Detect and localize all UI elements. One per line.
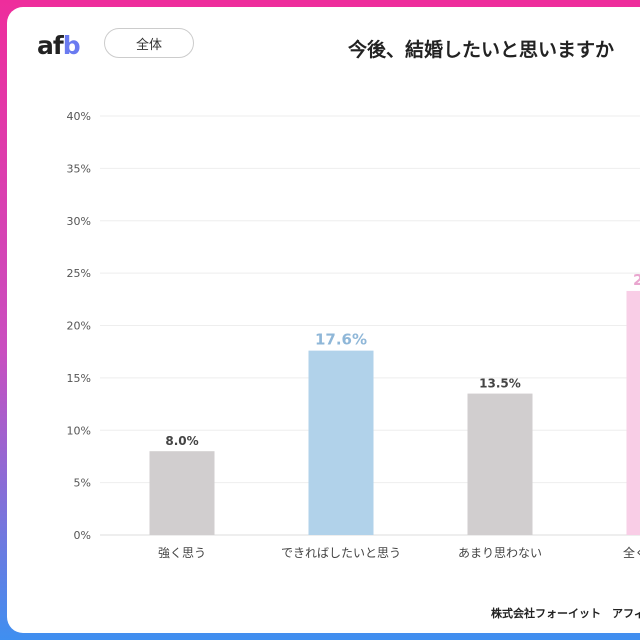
bar bbox=[149, 451, 215, 535]
footer-credit: 株式会社フォーイット アフィリエイトサービス afb bbox=[491, 607, 640, 620]
y-tick-label: 0% bbox=[74, 529, 91, 542]
segment-label: 全体 bbox=[135, 37, 162, 53]
y-tick-label: 20% bbox=[67, 320, 91, 333]
data-label: 23.3% bbox=[633, 271, 640, 289]
x-tick-label: 全く思わない bbox=[623, 545, 640, 560]
y-tick-label: 15% bbox=[67, 372, 91, 385]
x-tick-label: できればしたいと思う bbox=[281, 546, 401, 560]
bar bbox=[308, 350, 374, 535]
card: afb 全体 今後、結婚したいと思いますか 0% 5% 10% 15% 20% 25% 30… bbox=[7, 7, 640, 633]
data-label: 17.6% bbox=[315, 331, 367, 349]
bar bbox=[467, 393, 533, 535]
afb-logo: afb bbox=[37, 31, 81, 60]
y-tick-label: 35% bbox=[67, 162, 91, 175]
bar bbox=[626, 290, 640, 535]
chart-title: 今後、結婚したいと思いますか bbox=[348, 39, 615, 61]
y-tick-label: 10% bbox=[67, 424, 91, 437]
data-label: 13.5% bbox=[479, 377, 521, 391]
y-tick-label: 5% bbox=[74, 477, 91, 490]
y-tick-label: 30% bbox=[67, 215, 91, 228]
bar-chart: 0% 5% 10% 15% 20% 25% 30% 35% 40% 8.0% 強く思う 17.6% でき… bbox=[67, 110, 640, 560]
segment-filter-button[interactable]: 全体 bbox=[104, 28, 194, 58]
x-tick-label: あまり思わない bbox=[458, 546, 542, 560]
y-tick-label: 40% bbox=[67, 110, 91, 123]
y-tick-label: 25% bbox=[67, 267, 91, 280]
data-label: 8.0% bbox=[165, 434, 198, 448]
x-tick-label: 強く思う bbox=[158, 546, 206, 560]
